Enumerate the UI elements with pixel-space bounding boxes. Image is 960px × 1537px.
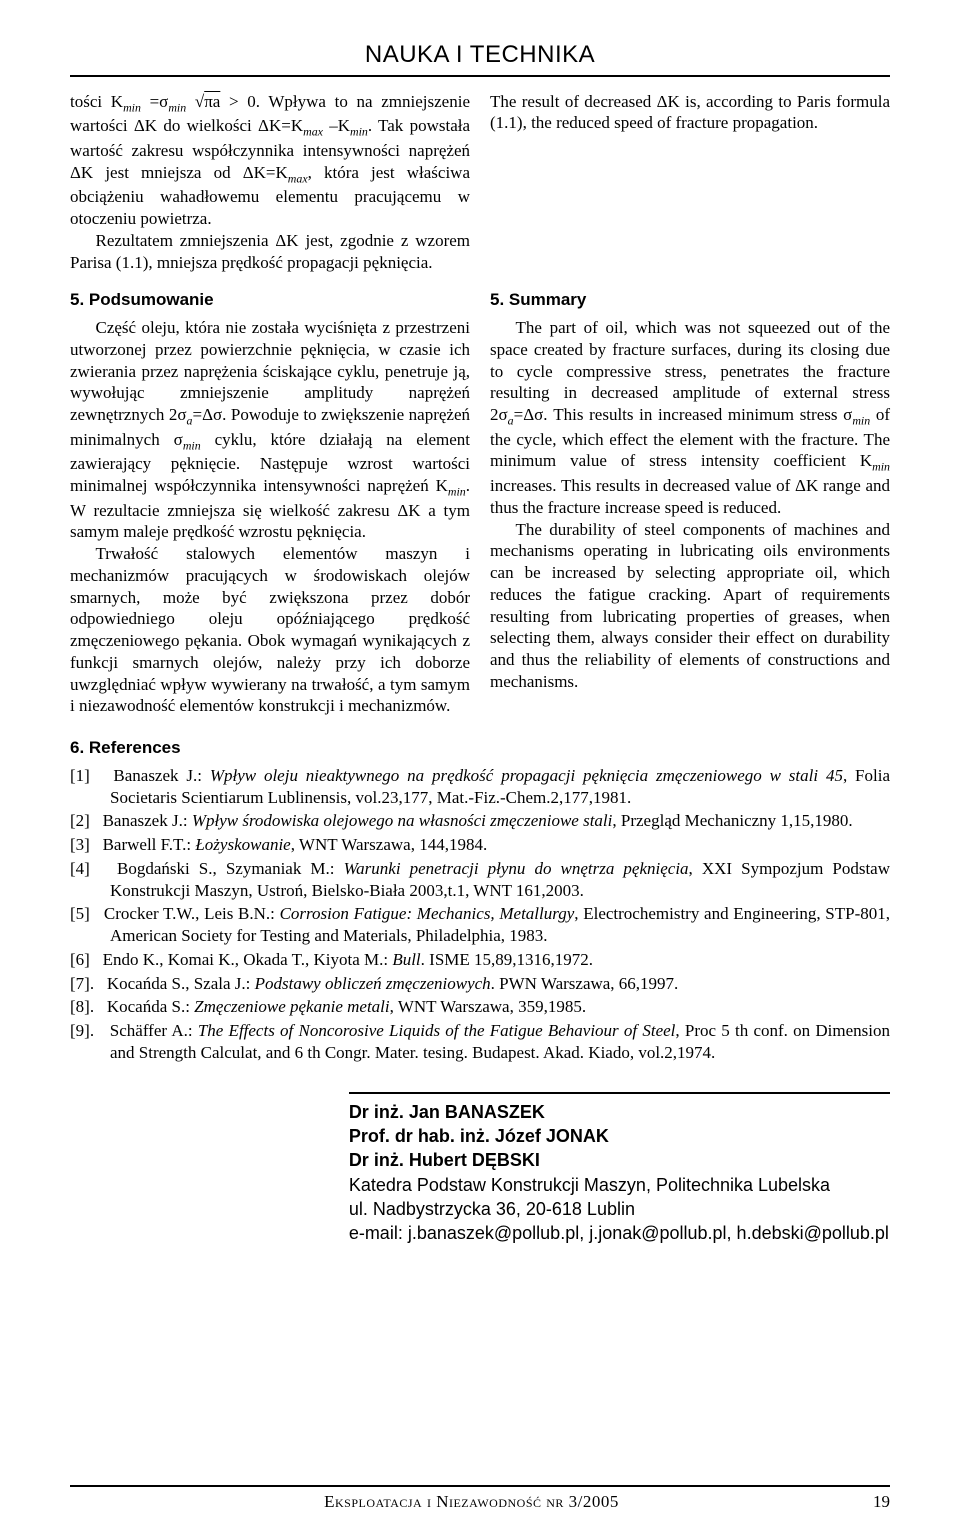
text: =σ [141, 92, 168, 111]
section5-en-p2: The durability of steel components of ma… [490, 519, 890, 693]
pi-a: πa [203, 93, 220, 110]
footer-page-number: 19 [873, 1491, 890, 1513]
reference-item: [4] Bogdański S., Szymaniak M.: Warunki … [70, 858, 890, 902]
text: tości K [70, 92, 123, 111]
section5-pl-p2: Trwałość stalowych elementów maszyn i me… [70, 543, 470, 717]
page-header-title: NAUKA I TECHNIKA [70, 40, 890, 71]
sub-min: min [350, 125, 368, 139]
reference-item: [7]. Kocańda S., Szala J.: Podstawy obli… [70, 973, 890, 995]
sub-min: min [183, 438, 201, 452]
reference-item: [2] Banaszek J.: Wpływ środowiska olejow… [70, 810, 890, 832]
author-1: Dr inż. Jan BANASZEK [349, 1100, 890, 1124]
section5-left: 5. Podsumowanie Część oleju, która nie z… [70, 273, 470, 717]
author-address: ul. Nadbystrzycka 36, 20-618 Lublin [349, 1197, 890, 1221]
reference-item: [1] Banaszek J.: Wpływ oleju nieaktywneg… [70, 765, 890, 809]
intro-left: tości Kmin =σmin √πa > 0. Wpływa to na z… [70, 91, 470, 274]
author-2: Prof. dr hab. inż. Józef JONAK [349, 1124, 890, 1148]
sub-min: min [448, 484, 466, 498]
intro-columns: tości Kmin =σmin √πa > 0. Wpływa to na z… [70, 91, 890, 274]
sub-min: min [872, 460, 890, 474]
author-rule [349, 1092, 890, 1094]
section5-en-title: 5. Summary [490, 289, 890, 311]
intro-left-p2: Rezultatem zmniejszenia ΔK jest, zgodnie… [70, 230, 470, 274]
section5-en-p1: The part of oil, which was not squeezed … [490, 317, 890, 519]
sub-min: min [168, 100, 186, 114]
page: NAUKA I TECHNIKA tości Kmin =σmin √πa > … [0, 0, 960, 1537]
references-title: 6. References [70, 737, 890, 759]
intro-right: The result of decreased ΔK is, according… [490, 91, 890, 274]
sub-min: min [123, 100, 141, 114]
footer-rule [70, 1485, 890, 1487]
sub-min: min [852, 413, 870, 427]
reference-item: [9]. Schäffer A.: The Effects of Noncoro… [70, 1020, 890, 1064]
author-box: Dr inż. Jan BANASZEK Prof. dr hab. inż. … [349, 1092, 890, 1246]
text: =Δσ. This results in increased minimum s… [514, 405, 853, 424]
intro-right-p1: The result of decreased ΔK is, according… [490, 91, 890, 135]
intro-left-p1: tości Kmin =σmin √πa > 0. Wpływa to na z… [70, 91, 470, 230]
reference-item: [3] Barwell F.T.: Łożyskowanie, WNT Wars… [70, 834, 890, 856]
reference-item: [5] Crocker T.W., Leis B.N.: Corrosion F… [70, 903, 890, 947]
author-3: Dr inż. Hubert DĘBSKI [349, 1148, 890, 1172]
author-box-wrap: Dr inż. Jan BANASZEK Prof. dr hab. inż. … [70, 1092, 890, 1246]
section5-right: 5. Summary The part of oil, which was no… [490, 273, 890, 717]
text: –K [323, 116, 350, 135]
reference-item: [6] Endo K., Komai K., Okada T., Kiyota … [70, 949, 890, 971]
sub-max: max [303, 125, 323, 139]
reference-item: [8]. Kocańda S.: Zmęczeniowe pękanie met… [70, 996, 890, 1018]
author-dept: Katedra Podstaw Konstrukcji Maszyn, Poli… [349, 1173, 890, 1197]
text: increases. This results in decreased val… [490, 476, 890, 517]
footer-line: Eksploatacja i Niezawodność nr 3/2005 19 [70, 1491, 890, 1513]
header-rule [70, 75, 890, 77]
author-email: e-mail: j.banaszek@pollub.pl, j.jonak@po… [349, 1221, 890, 1245]
footer-text: Eksploatacja i Niezawodność nr 3/2005 [324, 1491, 619, 1513]
references-list: [1] Banaszek J.: Wpływ oleju nieaktywneg… [70, 765, 890, 1064]
footer: Eksploatacja i Niezawodność nr 3/2005 19 [70, 1485, 890, 1513]
section5-pl-p1: Część oleju, która nie została wyciśnięt… [70, 317, 470, 543]
sub-max: max [288, 171, 308, 185]
section5-pl-title: 5. Podsumowanie [70, 289, 470, 311]
sqrt-term: √πa [195, 92, 220, 111]
section5-columns: 5. Podsumowanie Część oleju, która nie z… [70, 273, 890, 717]
